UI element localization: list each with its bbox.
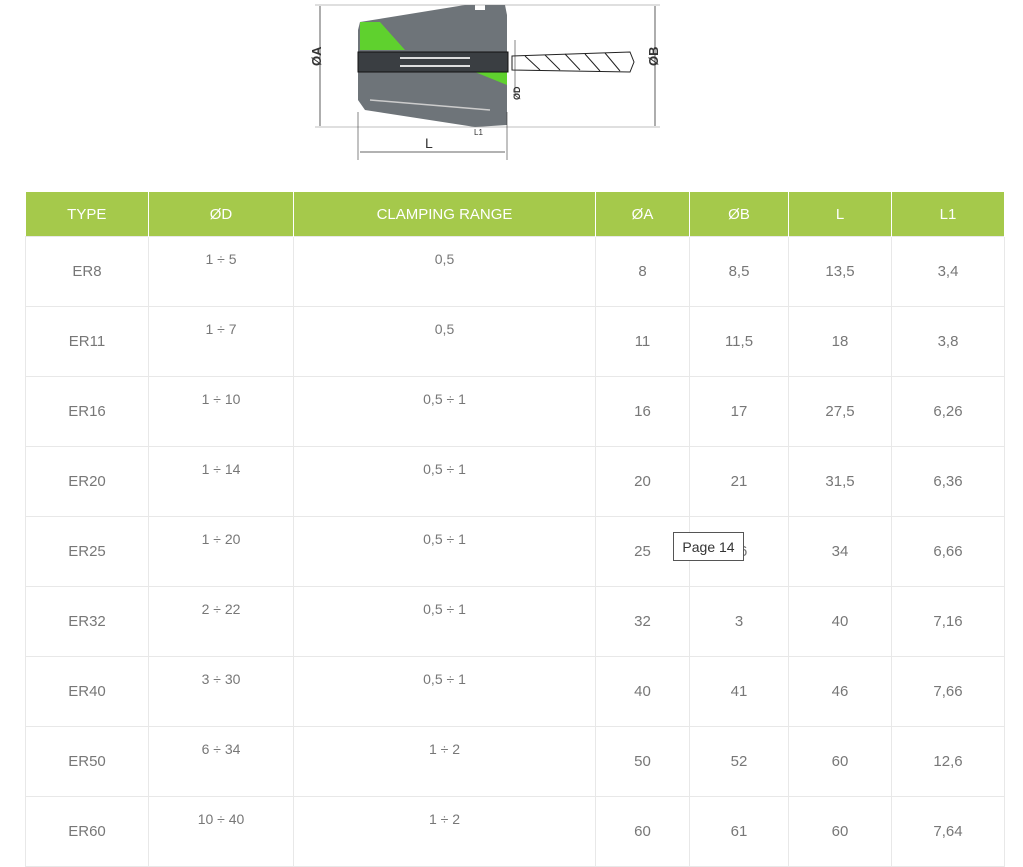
table-cell: 60 <box>788 796 892 867</box>
table-cell: 12,6 <box>891 726 1005 797</box>
table-cell: 40 <box>788 586 892 657</box>
table-cell: 3,4 <box>891 236 1005 307</box>
table-row: ER20 1 ÷ 14 0,5 ÷ 1 20 21 31,5 6,36 <box>25 446 1005 517</box>
table-cell: 7,64 <box>891 796 1005 867</box>
table-header: TYPE ØD CLAMPING RANGE ØA ØB L L1 <box>25 192 1005 237</box>
table-cell: 41 <box>689 656 789 727</box>
table-cell: 0,5 <box>293 306 596 377</box>
table-cell: 13,5 <box>788 236 892 307</box>
column-header: CLAMPING RANGE <box>293 192 596 237</box>
table-cell: 6,26 <box>891 376 1005 447</box>
table-cell: ER25 <box>25 516 149 587</box>
table-cell: ER11 <box>25 306 149 377</box>
table-cell: 50 <box>595 726 690 797</box>
table-row: ER11 1 ÷ 7 0,5 11 11,5 18 3,8 <box>25 306 1005 377</box>
table-cell: 1 ÷ 10 <box>148 376 294 447</box>
page-tooltip: Page 14 <box>673 532 744 561</box>
table-cell: 0,5 ÷ 1 <box>293 516 596 587</box>
table-cell: 52 <box>689 726 789 797</box>
table-row: ER8 1 ÷ 5 0,5 8 8,5 13,5 3,4 <box>25 236 1005 307</box>
label-l1: L1 <box>474 128 483 137</box>
table-cell: ER8 <box>25 236 149 307</box>
label-b: ØB <box>646 47 661 67</box>
table-cell: 0,5 ÷ 1 <box>293 376 596 447</box>
table-row: ER40 3 ÷ 30 0,5 ÷ 1 40 41 46 7,66 <box>25 656 1005 727</box>
table-row: ER50 6 ÷ 34 1 ÷ 2 50 52 60 12,6 <box>25 726 1005 797</box>
table-cell: 2 ÷ 22 <box>148 586 294 657</box>
table-cell: 1 ÷ 20 <box>148 516 294 587</box>
table-cell: 0,5 ÷ 1 <box>293 446 596 517</box>
table-cell: 34 <box>788 516 892 587</box>
table-cell: 11,5 <box>689 306 789 377</box>
table-cell: 6,66 <box>891 516 1005 587</box>
table-cell: 27,5 <box>788 376 892 447</box>
table-cell: 0,5 ÷ 1 <box>293 656 596 727</box>
label-d: ØD <box>512 86 522 100</box>
table-cell: 18 <box>788 306 892 377</box>
table-row: ER32 2 ÷ 22 0,5 ÷ 1 32 3 40 7,16 <box>25 586 1005 657</box>
table-cell: ER20 <box>25 446 149 517</box>
table-cell: 8,5 <box>689 236 789 307</box>
column-header: L1 <box>891 192 1005 237</box>
table-cell: ER50 <box>25 726 149 797</box>
table-cell: ER60 <box>25 796 149 867</box>
column-header: ØB <box>689 192 789 237</box>
table-cell: 32 <box>595 586 690 657</box>
table-cell: 6,36 <box>891 446 1005 517</box>
column-header: ØD <box>148 192 294 237</box>
table-cell: 8 <box>595 236 690 307</box>
table-cell: 17 <box>689 376 789 447</box>
table-cell: ER16 <box>25 376 149 447</box>
table-cell: 1 ÷ 2 <box>293 726 596 797</box>
table-cell: 16 <box>595 376 690 447</box>
table-cell: 0,5 <box>293 236 596 307</box>
table-cell: 1 ÷ 2 <box>293 796 596 867</box>
table-cell: 7,66 <box>891 656 1005 727</box>
table-cell: 20 <box>595 446 690 517</box>
table-cell: 7,16 <box>891 586 1005 657</box>
table-cell: 10 ÷ 40 <box>148 796 294 867</box>
table-cell: 3 <box>689 586 789 657</box>
table-cell: 11 <box>595 306 690 377</box>
collet-diagram: ØA ØB ØD L L1 <box>309 4 661 160</box>
table-cell: 6 ÷ 34 <box>148 726 294 797</box>
table-row: ER16 1 ÷ 10 0,5 ÷ 1 16 17 27,5 6,26 <box>25 376 1005 447</box>
table-cell: 1 ÷ 7 <box>148 306 294 377</box>
table-cell: 40 <box>595 656 690 727</box>
column-header: TYPE <box>25 192 149 237</box>
table-cell: 3 ÷ 30 <box>148 656 294 727</box>
table-cell: 0,5 ÷ 1 <box>293 586 596 657</box>
table-cell: 61 <box>689 796 789 867</box>
table-cell: ER40 <box>25 656 149 727</box>
table-cell: 3,8 <box>891 306 1005 377</box>
collet-spec-table: TYPE ØD CLAMPING RANGE ØA ØB L L1 ER8 1 ÷ 5 0,5 8… <box>25 192 1005 867</box>
table-cell: 31,5 <box>788 446 892 517</box>
table-cell: 60 <box>788 726 892 797</box>
label-a: ØA <box>309 46 324 66</box>
table-cell: ER32 <box>25 586 149 657</box>
column-header: L <box>788 192 892 237</box>
table-cell: 21 <box>689 446 789 517</box>
table-cell: 46 <box>788 656 892 727</box>
table-cell: 1 ÷ 5 <box>148 236 294 307</box>
column-header: ØA <box>595 192 690 237</box>
table-cell: 1 ÷ 14 <box>148 446 294 517</box>
table-row: ER60 10 ÷ 40 1 ÷ 2 60 61 60 7,64 <box>25 796 1005 867</box>
table-cell: 60 <box>595 796 690 867</box>
label-l: L <box>425 135 433 151</box>
